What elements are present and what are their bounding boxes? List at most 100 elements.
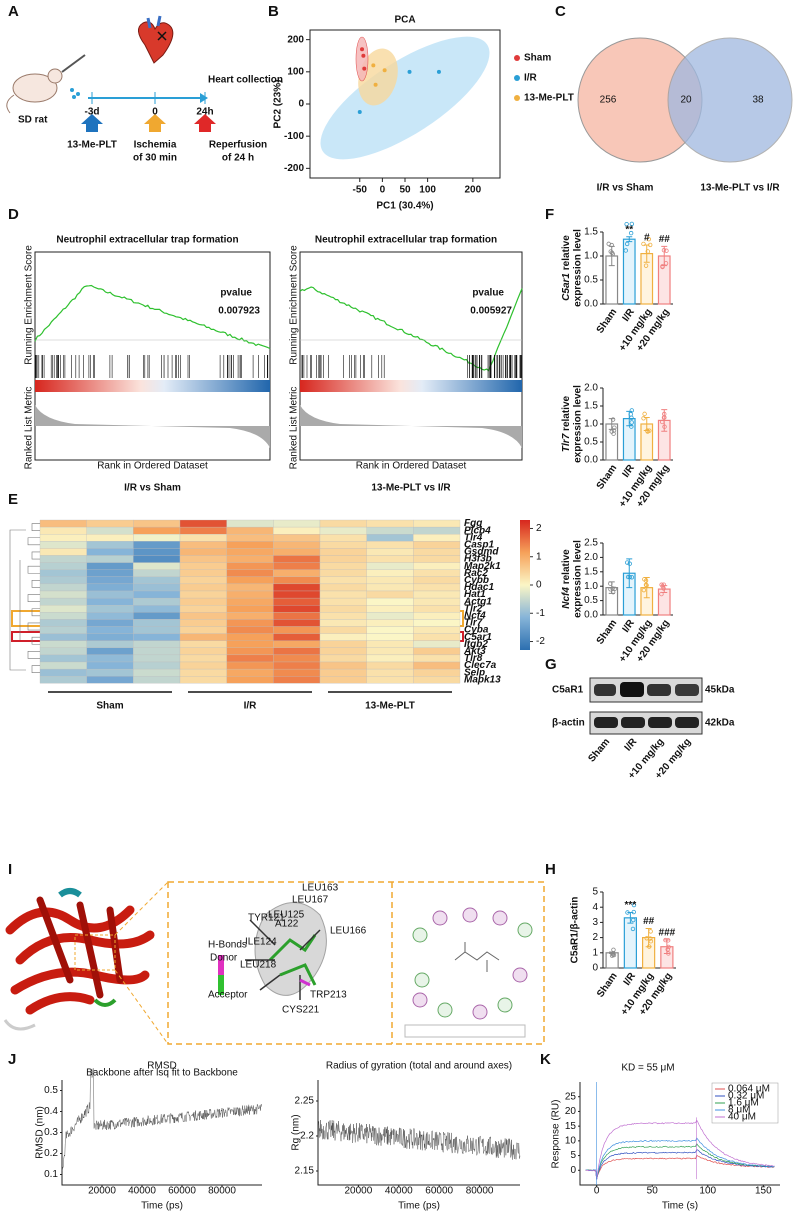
label: I/R vs Sham: [124, 483, 181, 494]
axis: [317, 1080, 520, 1186]
heat-cell: [319, 597, 367, 606]
pca-ellipses: [320, 36, 490, 160]
label: Running Enrichment Score: [24, 245, 35, 365]
heat-cell: [413, 661, 461, 670]
heat-cell: [226, 541, 274, 549]
heat-cell: [179, 534, 227, 542]
heat-cell: [179, 661, 227, 670]
label: Heart collection: [208, 75, 283, 86]
heat-cell: [319, 661, 367, 670]
gene-label: Actg1: [463, 596, 492, 607]
gene-label: Ncf4: [464, 610, 486, 621]
significance: ***: [625, 900, 637, 911]
y-tick-label: 0.0: [584, 299, 598, 310]
gene-label: Akt3: [463, 646, 486, 657]
heat-cell: [273, 661, 321, 670]
x-tick-label: Sham: [595, 618, 620, 647]
x-tick-label: 80000: [208, 1186, 236, 1197]
dot: [666, 938, 671, 943]
dot: [661, 582, 667, 587]
heat-cell: [179, 668, 227, 677]
error-bar: [661, 409, 668, 432]
y-tick-label: 3: [592, 917, 598, 928]
dot: [629, 408, 634, 413]
x-tick-label: -50: [353, 185, 368, 196]
y-tick-label: 2.0: [584, 552, 598, 563]
dot: [661, 248, 667, 253]
gene-label: Tlr2: [464, 603, 483, 614]
y-axis-label: expression level: [573, 229, 584, 307]
heat-cell: [86, 605, 134, 613]
trace: [317, 1119, 521, 1160]
heat-cell: [39, 569, 87, 577]
label: 13-Me-PLT vs I/R: [371, 483, 451, 494]
label: pvalue: [220, 288, 252, 299]
heat-cell: [319, 583, 367, 592]
dot: [608, 249, 613, 254]
y-tick-label: 1.0: [584, 581, 598, 592]
panel-label: G: [545, 656, 557, 673]
x-axis-label: Time (ps): [398, 1201, 440, 1212]
plot-title: RMSD: [147, 1061, 176, 1072]
x-tick-label: 20000: [88, 1186, 116, 1197]
heat-cell: [226, 626, 274, 634]
dot: [641, 416, 646, 421]
heat-cell: [39, 619, 87, 627]
y-tick-label: 0.2: [44, 1148, 58, 1159]
heat-cell: [179, 562, 227, 570]
heat-cell: [366, 597, 414, 606]
heat-cell: [39, 647, 87, 656]
dot: [631, 902, 637, 908]
y-tick-label: 4: [592, 902, 598, 913]
y-axis-label: Rg (nm): [291, 1114, 302, 1150]
sensorgram: [585, 1154, 775, 1180]
gene-label: Mapk13: [464, 674, 501, 685]
gene-label: Itgb2: [464, 639, 488, 650]
venn: [577, 37, 793, 163]
residue-label: LEU125: [268, 910, 305, 921]
dot: [629, 420, 634, 425]
heat-cell: [226, 676, 274, 684]
gene-name: Ncf4: [561, 587, 572, 609]
heat-cell: [366, 555, 414, 563]
dot: [660, 419, 665, 425]
x-tick-label: 40000: [128, 1186, 156, 1197]
panel-label: C: [555, 3, 566, 20]
y-tick-label: 0.3: [44, 1127, 58, 1138]
heat-cell: [133, 597, 181, 606]
gene-label: Clec7a: [464, 660, 497, 671]
significance: ###: [659, 928, 676, 939]
dot: [641, 587, 647, 593]
heat-cell: [366, 548, 414, 556]
plot-title: KD = 55 μM: [621, 1063, 674, 1074]
heat-cell: [86, 640, 134, 648]
heat-cell: [39, 605, 87, 613]
heat-cell: [86, 612, 134, 620]
ranked-metric: [300, 405, 522, 448]
gene-label: Cybb: [464, 575, 489, 586]
heat-cell: [413, 562, 461, 570]
dot: [609, 953, 615, 958]
heat-cell: [133, 569, 181, 577]
heat-cell: [319, 668, 367, 677]
significance: ##: [643, 916, 655, 927]
legend-label: 1.6 μM: [728, 1098, 759, 1109]
residue-label: LEU167: [292, 895, 329, 906]
x-axis-label: Time (ps): [141, 1201, 183, 1212]
legend-marker: [514, 95, 520, 101]
heat-cell: [179, 519, 227, 528]
x-tick-label: I/R: [622, 970, 639, 987]
heat-cell: [86, 633, 134, 641]
legend-marker: [514, 55, 520, 61]
gene-label: Map2k1: [464, 561, 501, 572]
y-tick-label: 0.5: [584, 437, 598, 448]
heat-cell: [133, 534, 181, 542]
ranked-metric: [35, 405, 270, 448]
heat-cell: [413, 668, 461, 677]
x-tick-label: 0: [380, 185, 386, 196]
dot: [659, 591, 664, 597]
heat-cell: [273, 583, 321, 592]
heat-cell: [226, 647, 274, 656]
dot: [611, 947, 616, 952]
point: [360, 47, 365, 52]
